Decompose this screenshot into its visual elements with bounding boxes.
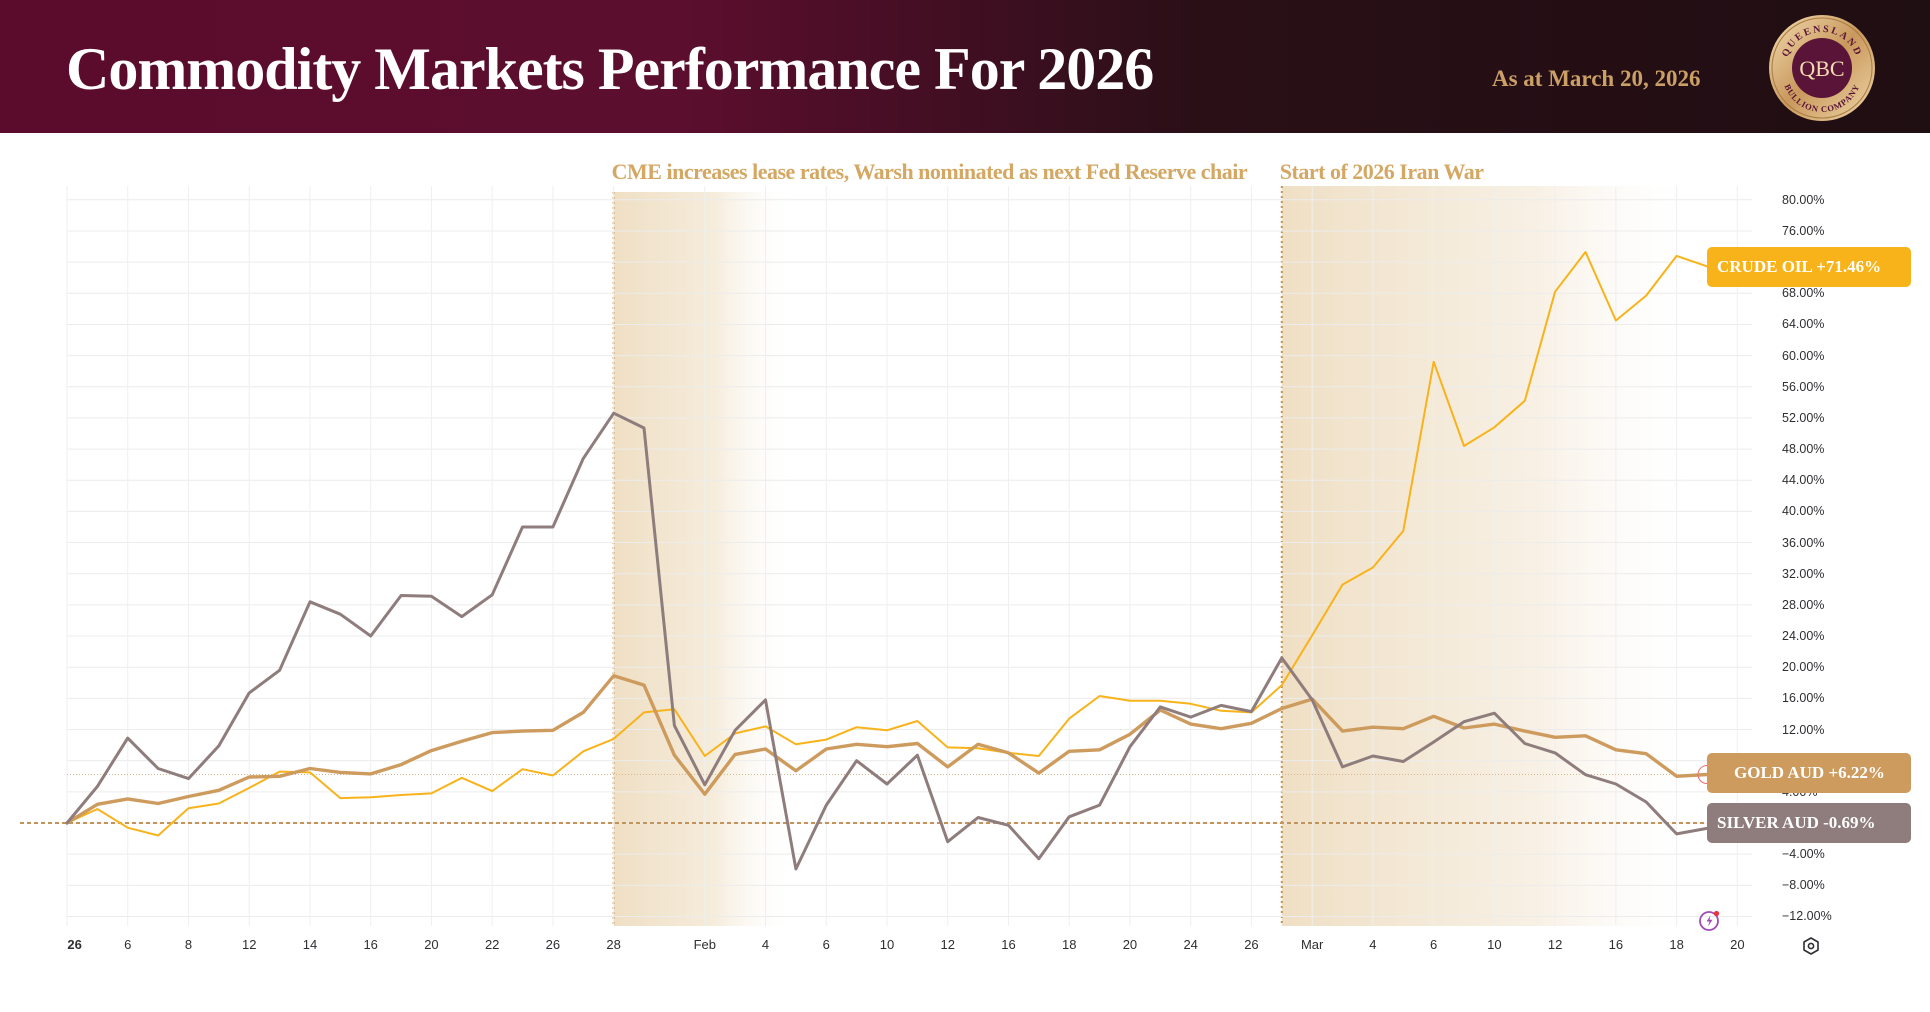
gear-icon[interactable] xyxy=(1801,936,1821,956)
y-tick-label: 56.00% xyxy=(1782,379,1825,394)
x-tick-label: 12 xyxy=(241,937,257,952)
qbc-logo: QUEENSLAND BULLION COMPANY QBC xyxy=(1769,15,1875,121)
y-tick-label: 28.00% xyxy=(1782,597,1825,612)
gold-aud-label: GOLD AUD +6.22% xyxy=(1707,753,1911,793)
x-tick-label: 10 xyxy=(1487,937,1502,952)
x-tick-label: 28 xyxy=(606,937,621,952)
x-tick-label: 12 xyxy=(1547,937,1563,952)
chart-area xyxy=(20,186,1752,926)
y-tick-label: −12.00% xyxy=(1782,909,1832,924)
x-tick-label: 16 xyxy=(1001,937,1016,952)
x-tick-label: 20 xyxy=(424,937,439,952)
x-tick-label: 18 xyxy=(1669,937,1684,952)
y-tick-label: 24.00% xyxy=(1782,629,1825,644)
page-title: Commodity Markets Performance For 2026 xyxy=(66,36,1154,102)
svg-text:QBC: QBC xyxy=(1799,56,1844,81)
x-tick-label: 26 xyxy=(545,937,561,952)
event-label-cme: CME increases lease rates, Warsh nominat… xyxy=(611,159,1248,184)
y-tick-label: 64.00% xyxy=(1782,317,1825,332)
silver-aud-line xyxy=(65,411,1709,871)
y-tick-label: 52.00% xyxy=(1782,410,1825,425)
header-banner: Commodity Markets Performance For 2026 A… xyxy=(0,0,1930,133)
x-tick-label: 16 xyxy=(1608,937,1624,952)
x-tick-label: Feb xyxy=(693,937,716,952)
lightning-icon[interactable] xyxy=(1698,908,1722,932)
x-tick-label: 14 xyxy=(302,937,318,952)
x-tick-label: 26 xyxy=(1244,937,1259,952)
y-tick-label: 32.00% xyxy=(1782,566,1825,581)
y-tick-label: 36.00% xyxy=(1782,535,1825,550)
y-tick-label: 44.00% xyxy=(1782,473,1825,488)
x-tick-label: 12 xyxy=(940,937,955,952)
y-tick-label: 68.00% xyxy=(1782,286,1825,301)
x-tick-label: 6 xyxy=(1430,937,1438,952)
y-tick-label: 48.00% xyxy=(1782,442,1825,457)
x-tick-label: 22 xyxy=(484,937,500,952)
x-tick-label: 26 xyxy=(67,937,82,952)
x-tick-label: 10 xyxy=(879,937,895,952)
x-tick-label: 20 xyxy=(1122,937,1138,952)
x-tick-label: 18 xyxy=(1061,937,1077,952)
y-tick-label: 12.00% xyxy=(1782,722,1825,737)
x-tick-label: 6 xyxy=(124,937,132,952)
x-tick-label: 8 xyxy=(184,937,193,952)
y-tick-label: −4.00% xyxy=(1782,847,1825,862)
silver-aud-label: SILVER AUD -0.69% xyxy=(1707,803,1911,843)
y-tick-label: 16.00% xyxy=(1782,691,1825,706)
x-tick-label: 16 xyxy=(363,937,378,952)
crude-oil-label: CRUDE OIL +71.46% xyxy=(1707,247,1911,287)
x-tick-label: 24 xyxy=(1183,937,1198,952)
x-tick-label: 6 xyxy=(822,937,830,952)
y-tick-label: 60.00% xyxy=(1782,348,1825,363)
y-tick-label: 20.00% xyxy=(1782,660,1825,675)
y-tick-label: −8.00% xyxy=(1782,878,1825,893)
y-tick-label: 40.00% xyxy=(1782,504,1825,519)
gold-aud-line xyxy=(65,674,1709,825)
x-tick-label: 4 xyxy=(1369,937,1377,952)
x-tick-label: 4 xyxy=(761,937,770,952)
crude-oil-line xyxy=(66,251,1708,837)
x-tick-label: 20 xyxy=(1730,937,1745,952)
as-at-date: As at March 20, 2026 xyxy=(1492,66,1701,91)
event-label-iran-war: Start of 2026 Iran War xyxy=(1279,159,1484,184)
x-tick-label: Mar xyxy=(1300,937,1324,952)
y-tick-label: 80.00% xyxy=(1782,192,1825,207)
y-tick-label: 76.00% xyxy=(1782,223,1825,238)
